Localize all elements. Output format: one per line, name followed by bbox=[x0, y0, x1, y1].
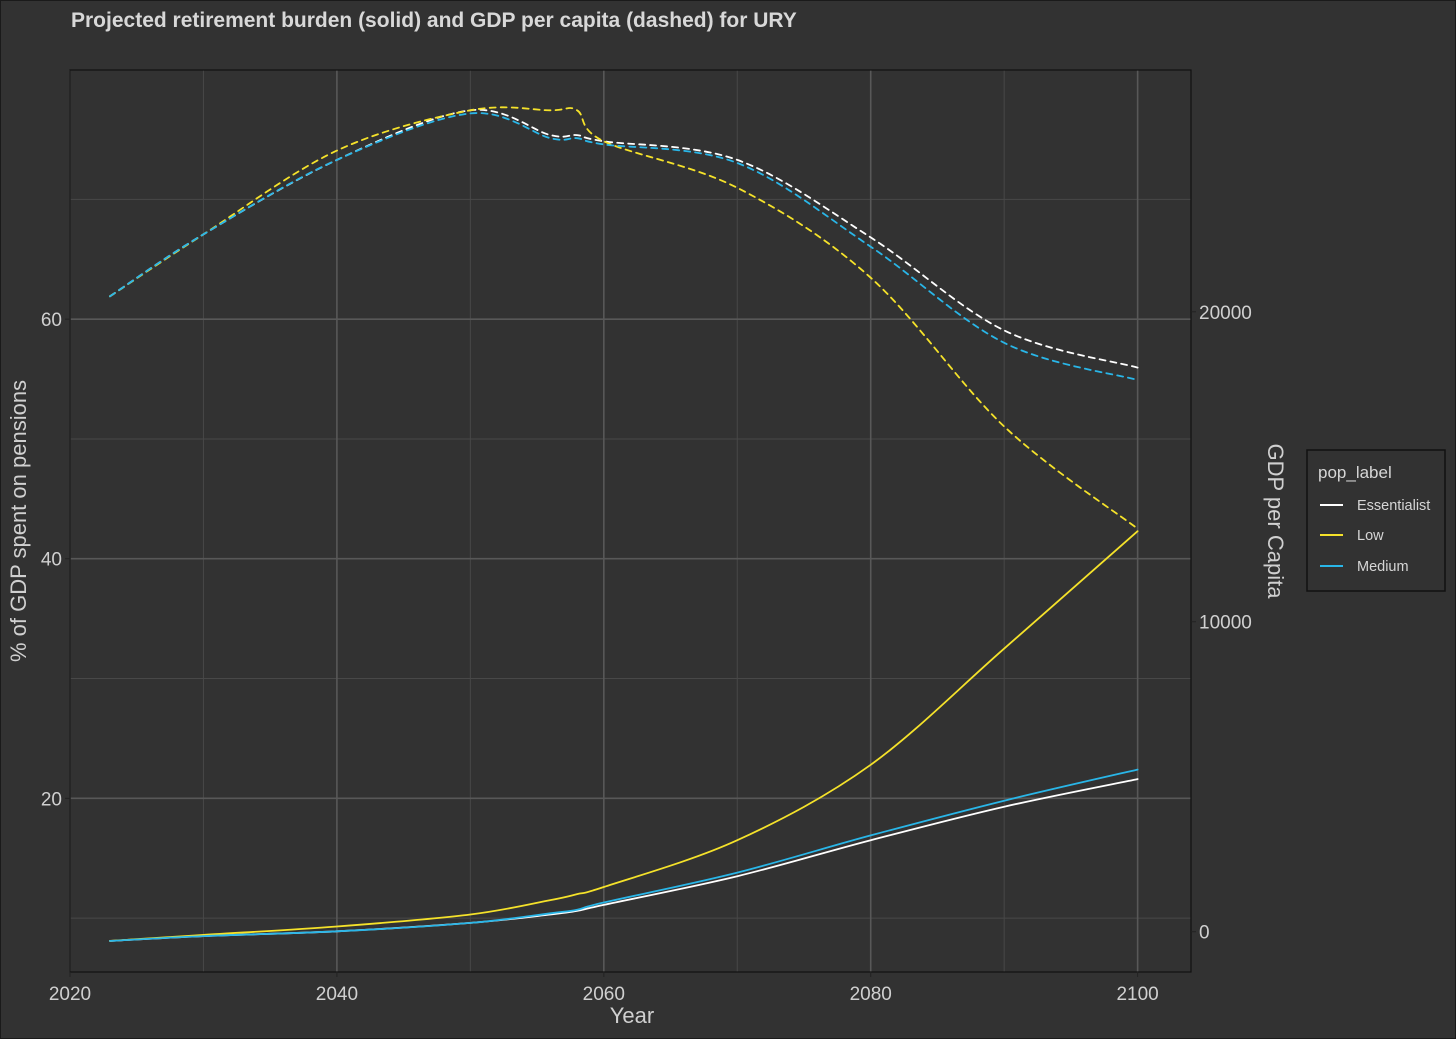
series-line-medium-solid bbox=[109, 768, 1139, 942]
legend: pop_label Essentialist Low Medium bbox=[1306, 449, 1446, 592]
chart-title: Projected retirement burden (solid) and … bbox=[71, 9, 797, 32]
y-tick-label: 40 bbox=[41, 550, 62, 571]
x-tick-label: 2060 bbox=[583, 984, 625, 1005]
series-line-low-dashed bbox=[109, 106, 1139, 530]
x-tick-label: 2100 bbox=[1116, 984, 1158, 1005]
y2-tick-label: 20000 bbox=[1199, 303, 1252, 324]
x-tick-label: 2040 bbox=[316, 984, 358, 1005]
y-tick-label: 60 bbox=[41, 310, 62, 331]
x-axis-title: Year bbox=[610, 1003, 654, 1028]
series-line-essentialist-dashed bbox=[109, 108, 1139, 369]
legend-box bbox=[1306, 449, 1446, 592]
y2-axis-title: GDP per Capita bbox=[1263, 444, 1288, 600]
x-tick-label: 2080 bbox=[850, 984, 892, 1005]
x-tick-label: 2020 bbox=[49, 984, 91, 1005]
y2-tick-label: 10000 bbox=[1199, 613, 1252, 634]
legend-label-medium: Medium bbox=[1357, 559, 1409, 575]
series-line-low-solid bbox=[109, 530, 1139, 942]
y-tick-label: 20 bbox=[41, 789, 62, 810]
y-axis-title: % of GDP spent on pensions bbox=[6, 380, 31, 662]
legend-label-low: Low bbox=[1357, 528, 1384, 544]
y2-tick-label: 0 bbox=[1199, 923, 1210, 944]
data-lines bbox=[109, 106, 1139, 942]
series-line-medium-dashed bbox=[109, 112, 1139, 381]
legend-label-essentialist: Essentialist bbox=[1357, 498, 1430, 514]
plot-panel-border bbox=[69, 69, 1192, 973]
legend-title: pop_label bbox=[1318, 463, 1392, 482]
